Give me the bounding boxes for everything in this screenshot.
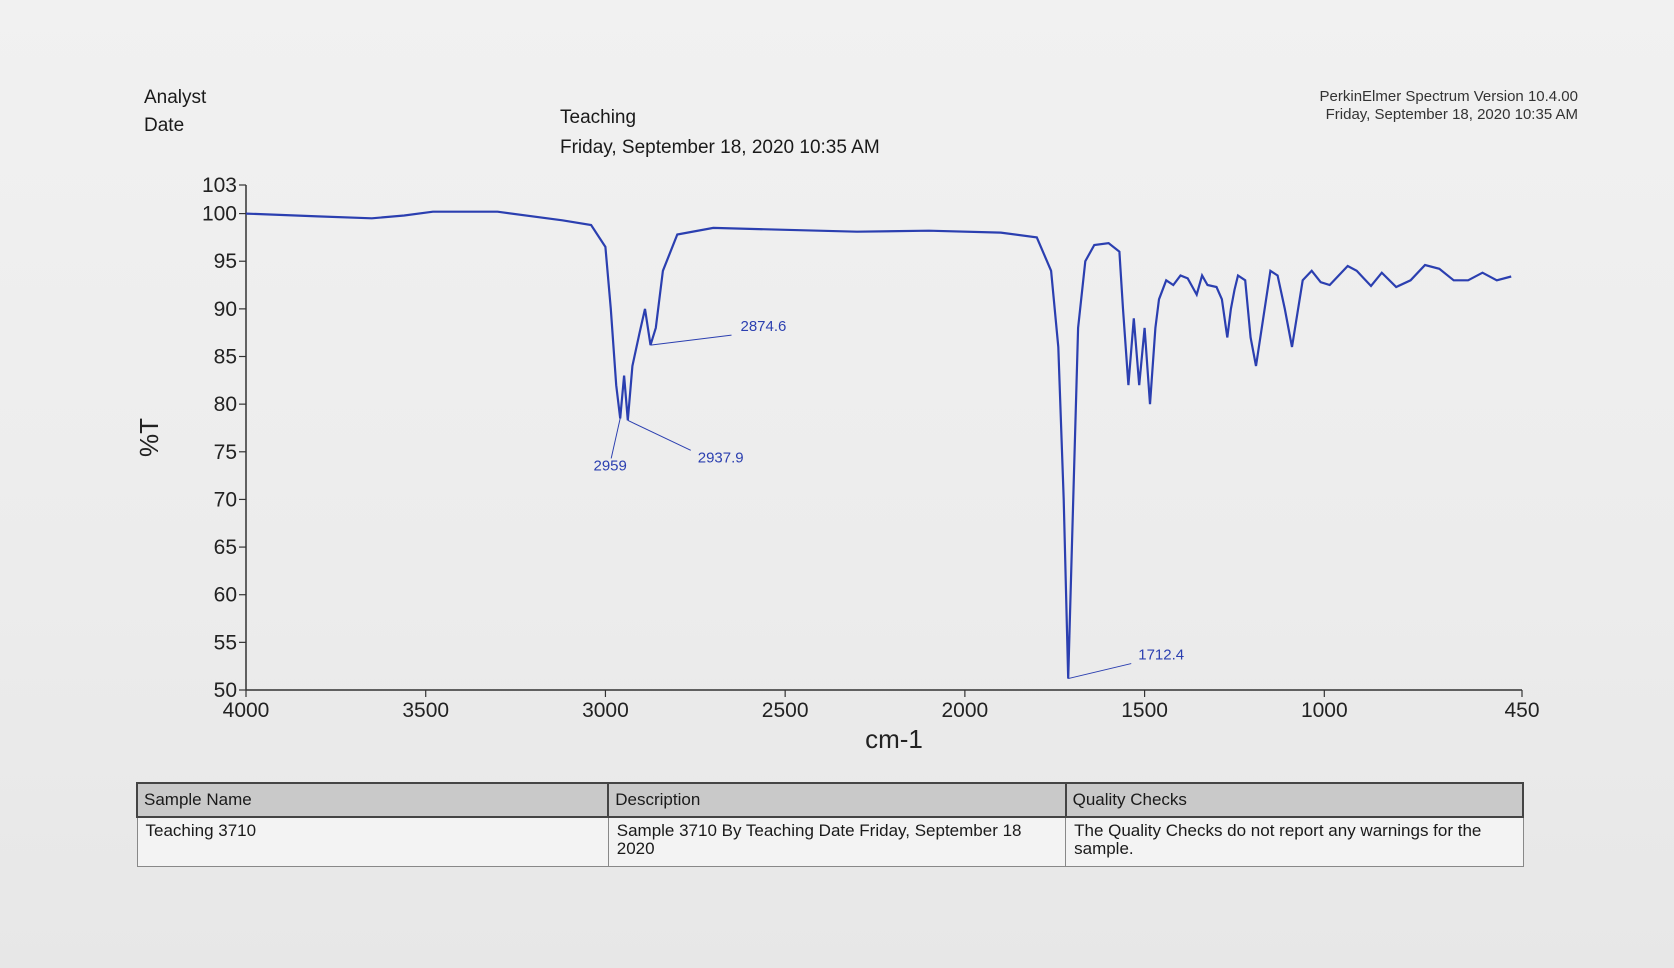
- col-header-description: Description: [607, 782, 1067, 818]
- header-values: Teaching Friday, September 18, 2020 10:3…: [560, 103, 880, 163]
- y-tick-label: 65: [214, 536, 237, 559]
- table-header-row: Sample Name Description Quality Checks: [135, 782, 1525, 818]
- cell-description: Sample 3710 By Teaching Date Friday, Sep…: [607, 816, 1067, 867]
- spectrum-line: [245, 210, 1512, 679]
- peak-label: 2874.6: [741, 318, 787, 335]
- x-axis-title: cm-1: [865, 724, 923, 754]
- y-tick-label: 55: [214, 631, 237, 654]
- x-tick-label: 3000: [582, 699, 629, 722]
- cell-sample-name: Teaching 3710: [136, 816, 609, 867]
- peak-labels: 2874.6 2959 2937.9 1712.4: [593, 318, 1184, 680]
- peak-label: 2937.9: [698, 449, 744, 466]
- x-tick-label: 3500: [402, 699, 449, 722]
- x-axis: 4000 3500 3000 2500 2000 1500 1000 450: [223, 689, 1540, 722]
- x-tick-label: 1000: [1301, 699, 1348, 722]
- col-header-sample-name: Sample Name: [135, 782, 610, 818]
- y-tick-label: 80: [214, 393, 237, 416]
- cell-quality-checks: The Quality Checks do not report any war…: [1065, 816, 1524, 867]
- peak-leader-line: [627, 419, 691, 451]
- x-tick-label: 1500: [1121, 699, 1168, 722]
- peak-label: 1712.4: [1138, 647, 1184, 664]
- table-row: Teaching 3710 Sample 3710 By Teaching Da…: [136, 816, 1524, 867]
- header-labels: Analyst Date: [144, 84, 206, 140]
- x-tick-label: 2500: [762, 699, 809, 722]
- software-version: PerkinElmer Spectrum Version 10.4.00: [1319, 88, 1578, 105]
- x-tick-label: 4000: [223, 699, 270, 722]
- y-tick-label: 100: [202, 203, 237, 226]
- y-tick-label: 70: [214, 488, 237, 511]
- peak-label: 2959: [593, 457, 626, 474]
- sample-info-table: Sample Name Description Quality Checks T…: [135, 782, 1525, 867]
- x-tick-label: 450: [1504, 699, 1539, 722]
- date-label: Date: [144, 115, 185, 136]
- y-tick-label: 103: [202, 174, 237, 197]
- y-tick-label: 90: [214, 298, 237, 321]
- y-axis: 103 100 95 90 85 80 75 70 65 60 55 50: [202, 174, 247, 702]
- y-tick-label: 50: [214, 679, 237, 702]
- date-value: Friday, September 18, 2020 10:35 AM: [560, 137, 880, 158]
- y-tick-label: 75: [214, 441, 237, 464]
- peak-leader-line: [610, 418, 621, 459]
- col-header-quality-checks: Quality Checks: [1064, 782, 1525, 818]
- ir-spectrum-chart: 103 100 95 90 85 80 75 70 65 60 55 50 4000 3500 3000 2…: [134, 174, 1540, 754]
- analyst-label: Analyst: [144, 87, 207, 108]
- y-tick-label: 95: [214, 250, 237, 273]
- y-tick-label: 85: [214, 346, 237, 369]
- peak-leader-line: [650, 334, 732, 346]
- software-info: PerkinElmer Spectrum Version 10.4.00 Fri…: [1320, 88, 1578, 124]
- analyst-value: Teaching: [560, 107, 637, 128]
- software-date: Friday, September 18, 2020 10:35 AM: [1325, 106, 1578, 123]
- peak-leader-line: [1068, 663, 1132, 680]
- x-tick-label: 2000: [942, 699, 989, 722]
- y-axis-title: %T: [134, 418, 164, 457]
- y-tick-label: 60: [214, 584, 237, 607]
